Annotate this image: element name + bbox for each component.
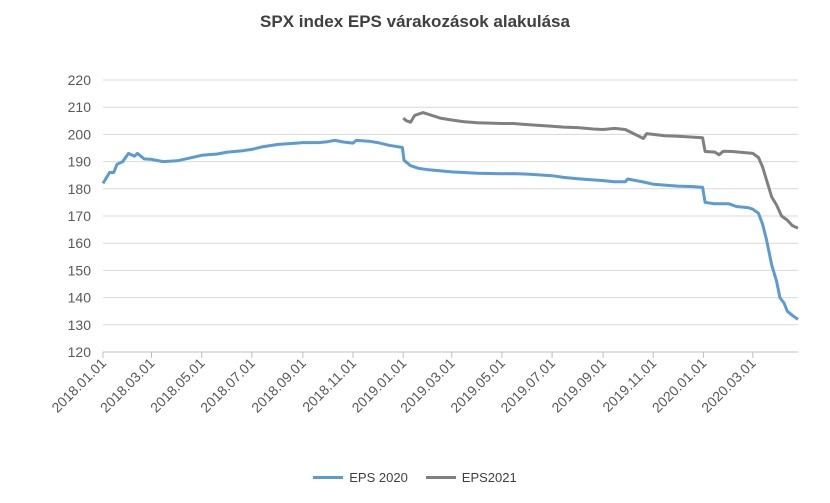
legend-item-eps-2020: EPS 2020 [313, 470, 408, 485]
series-line-eps2021 [402, 111, 799, 230]
y-tick-label: 180 [68, 181, 92, 197]
y-tick-label: 160 [68, 235, 92, 251]
series-lines [101, 111, 799, 321]
y-tick-label: 140 [68, 290, 92, 306]
y-tick-label: 170 [68, 208, 92, 224]
legend: EPS 2020 EPS2021 [0, 470, 830, 485]
chart-title: SPX index EPS várakozások alakulása [260, 12, 570, 31]
legend-label-eps2021: EPS2021 [461, 470, 517, 485]
x-axis-ticks: 2018.01.012018.03.012018.05.012018.07.01… [48, 352, 759, 416]
gridlines [103, 79, 798, 326]
legend-swatch-eps-2020 [313, 476, 344, 479]
legend-swatch-eps2021 [425, 476, 456, 479]
y-tick-label: 120 [68, 344, 92, 360]
y-tick-label: 190 [68, 154, 92, 170]
legend-item-eps2021: EPS2021 [425, 470, 517, 485]
x-tick-label: 2019.09.01 [548, 355, 609, 416]
y-tick-label: 210 [68, 99, 92, 115]
legend-label-eps-2020: EPS 2020 [349, 470, 408, 485]
y-tick-label: 200 [68, 126, 92, 142]
y-tick-label: 150 [68, 262, 92, 278]
series-line-eps-2020 [101, 138, 799, 321]
y-tick-label: 220 [68, 72, 92, 88]
y-tick-label: 130 [68, 317, 92, 333]
x-tick-label: 2018.09.01 [248, 355, 309, 416]
y-axis-ticks: 120 130 140 150 160 170 180 190 200 210 220 [68, 72, 92, 360]
